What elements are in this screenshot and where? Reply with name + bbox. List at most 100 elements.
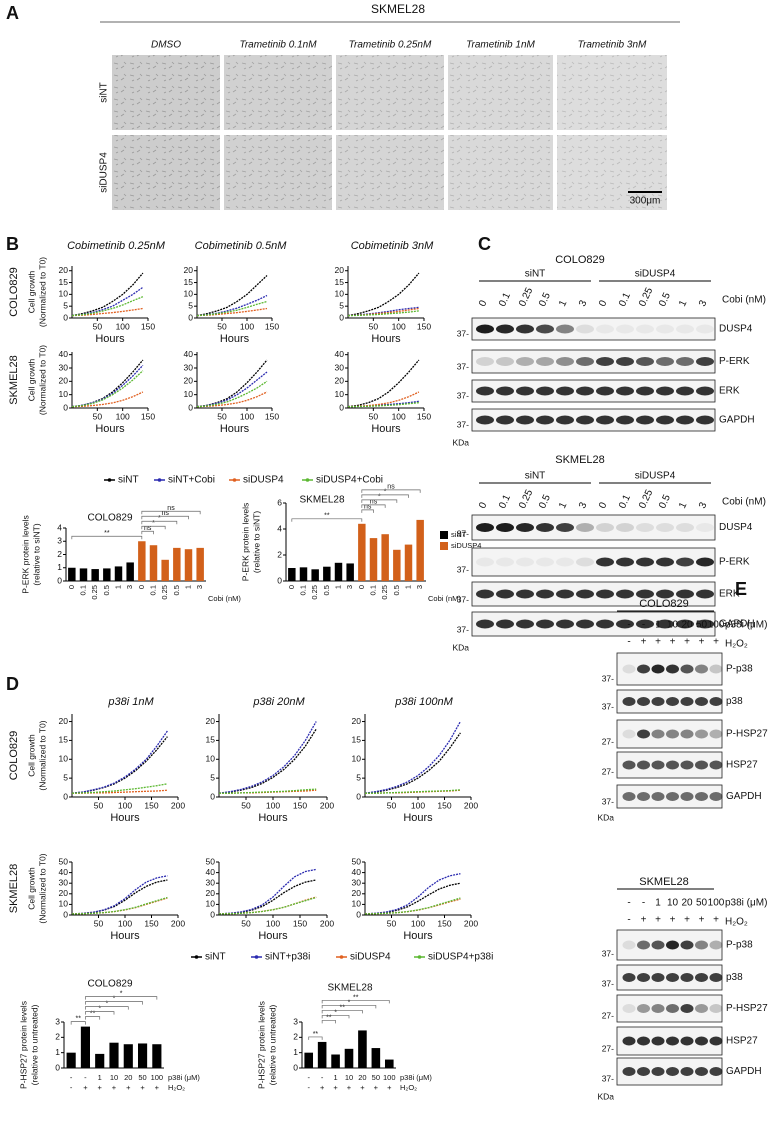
blot-band (496, 324, 514, 334)
blot-band (695, 792, 708, 801)
blot-band (656, 324, 674, 334)
bar (66, 1052, 76, 1068)
chart-title: Cobimetinib 0.5nM (195, 240, 288, 252)
treatment-label: + (670, 915, 676, 926)
series-line (364, 897, 461, 915)
blot-band (622, 973, 636, 982)
lane-label: 0 (477, 298, 490, 308)
blot-band (476, 357, 494, 366)
y-axis-label: (relative to untreated) (29, 1004, 39, 1085)
lane-axis-label: Cobi (nM) (722, 497, 766, 508)
blot-band (516, 357, 534, 366)
x-tick-label: 100 (411, 800, 425, 810)
x-tick-label: 50 (372, 1073, 380, 1082)
y-tick-label: 30 (59, 877, 69, 887)
size-marker: 37- (457, 390, 469, 400)
blot-band (476, 557, 494, 567)
y-tick-label: 3 (55, 1016, 60, 1026)
significance-bracket (291, 518, 363, 522)
lane-label: 1 (655, 620, 661, 631)
significance-label: * (158, 515, 161, 522)
x-axis-label: Hours (258, 812, 288, 824)
blot-band (576, 557, 594, 567)
blot-band (656, 619, 674, 629)
x-tick-label: 200 (464, 800, 478, 810)
lane-label: 0 (477, 500, 490, 510)
blot-label: HSP27 (726, 1036, 758, 1047)
treatment-label: + (333, 1083, 338, 1092)
blot-band (637, 664, 650, 674)
legend-label: siNT (205, 952, 226, 963)
y-tick-label: 6 (277, 497, 282, 507)
series-line (364, 732, 461, 794)
significance-label: ns (364, 504, 372, 511)
treatment-label: + (360, 1083, 365, 1092)
chart-title: COLO829 (87, 979, 132, 990)
significance-label: ** (340, 1004, 346, 1011)
blot-band (496, 357, 514, 366)
lane-label: 0.25 (517, 286, 535, 309)
blot-band (696, 415, 714, 425)
x-tick-label: 100 (116, 321, 130, 331)
group-label: siDUSP4 (635, 471, 676, 482)
x-tick-label: 150 (144, 800, 158, 810)
significance-label: * (98, 1005, 101, 1012)
lane-label: 1 (655, 898, 661, 909)
significance-label: * (120, 990, 123, 997)
legend-label: siNT (451, 530, 467, 539)
blot-band (651, 729, 665, 739)
blot-band (637, 1067, 650, 1076)
x-axis-label: Hours (220, 333, 250, 345)
y-tick-label: 40 (59, 867, 69, 877)
x-tick-label: 100 (240, 411, 254, 421)
treatment-axis-label: H₂O₂ (400, 1083, 417, 1092)
x-tick-label: 150 (417, 411, 431, 421)
treatment-label: + (140, 1083, 145, 1092)
series-line (347, 359, 420, 408)
micrograph (112, 55, 220, 130)
bar (68, 567, 76, 581)
column-label: Trametinib 1nM (466, 40, 535, 51)
blot-band (696, 324, 714, 334)
x-tick-label: 0.25 (90, 585, 99, 600)
y-tick-label: 10 (335, 289, 345, 299)
micrograph (336, 135, 444, 210)
y-tick-label: 20 (184, 376, 194, 386)
y-tick-label: 0 (339, 402, 344, 412)
significance-bracket (361, 499, 398, 503)
x-tick-label: - (307, 1073, 310, 1082)
blot-band (676, 523, 694, 532)
significance-bracket (321, 1010, 363, 1014)
y-tick-label: 0 (63, 909, 68, 919)
bar (381, 534, 389, 581)
x-axis-label: Hours (95, 423, 125, 435)
significance-label: ** (90, 1010, 96, 1017)
lane-label: - (627, 898, 630, 909)
x-tick-label: 0.1 (78, 585, 87, 595)
lane-label: 0.5 (657, 291, 673, 309)
blot-band (637, 1036, 650, 1046)
series-line (196, 380, 268, 408)
micrograph (112, 135, 220, 210)
bar (80, 1026, 90, 1068)
blot-band (651, 940, 665, 950)
lane-label: 20 (681, 898, 693, 909)
x-tick-label: 100 (266, 918, 280, 928)
blot-band (636, 619, 654, 629)
y-tick-label: 4 (277, 523, 282, 533)
blot-band (676, 324, 694, 334)
blot-band (695, 1004, 708, 1013)
y-tick-label: 1 (293, 1047, 298, 1057)
x-tick-label: 100 (383, 1073, 396, 1082)
size-unit: KDa (452, 437, 469, 447)
blot-band (696, 357, 714, 366)
column-label: Trametinib 3nM (578, 40, 647, 51)
bar (369, 538, 378, 581)
y-tick-label: 40 (59, 349, 69, 359)
y-tick-label: 3 (57, 536, 62, 546)
blot-band (556, 415, 574, 425)
panel-label: C (478, 234, 491, 254)
treatment-label: + (387, 1083, 392, 1092)
lane-label: 0.1 (617, 291, 633, 309)
bar (103, 568, 111, 581)
